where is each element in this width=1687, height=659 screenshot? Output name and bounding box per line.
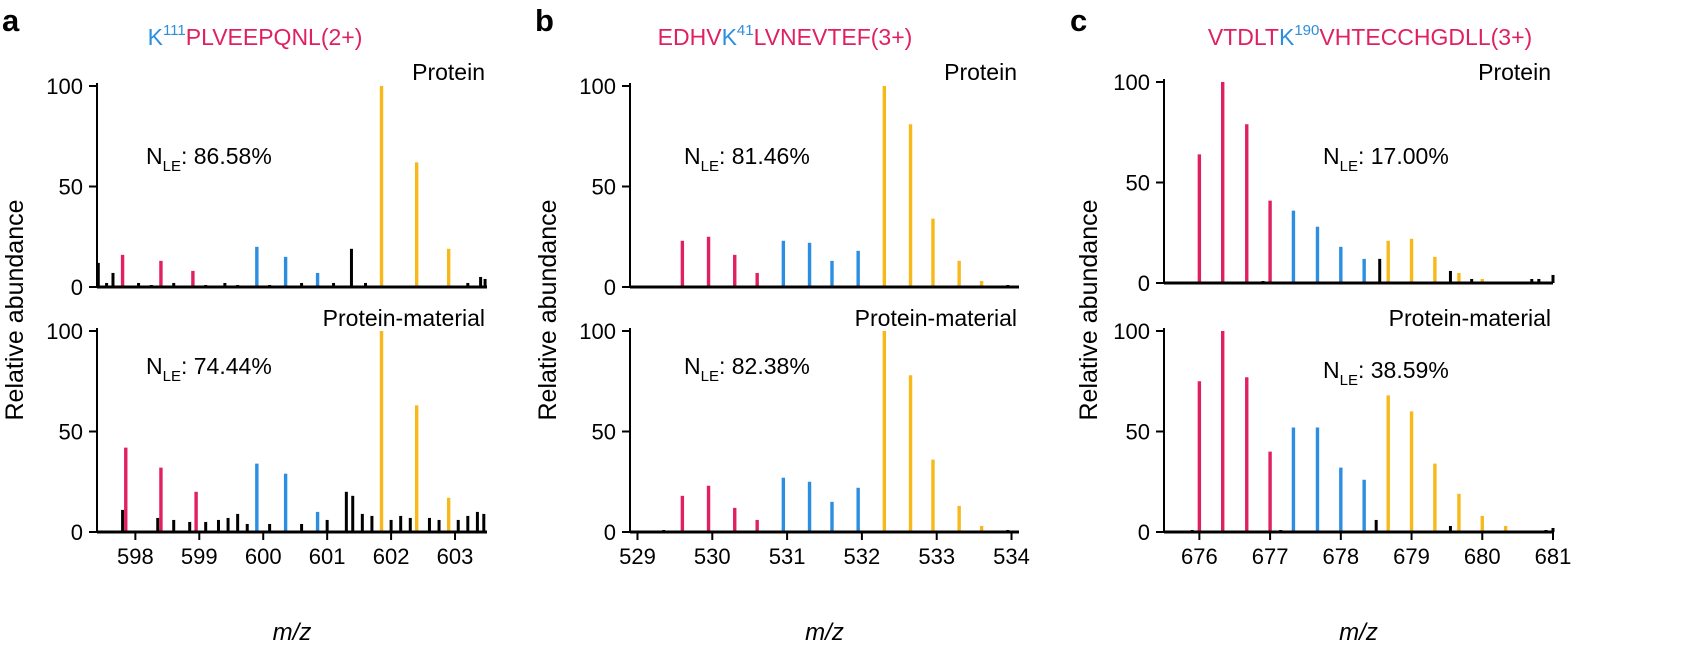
- nle-subscript: LE: [163, 368, 181, 385]
- title-lysine: K: [722, 24, 738, 50]
- nle-value: 81.46%: [732, 143, 810, 169]
- y-tick-label: 0: [1138, 520, 1150, 545]
- nle-annotation: NLE: 17.00%: [1323, 143, 1449, 175]
- y-tick-label: 50: [1126, 171, 1150, 196]
- x-tick-label: 677: [1252, 544, 1289, 569]
- y-tick-label: 50: [59, 175, 83, 200]
- nle-annotation: NLE: 86.58%: [146, 143, 272, 175]
- subplot-bottom: 0 50 100 Protein-material NLE: 38.59%: [1113, 305, 1555, 545]
- title-lysine: K: [148, 24, 164, 50]
- y-tick-label: 100: [1113, 70, 1150, 95]
- x-tick-label: 531: [769, 544, 806, 569]
- title-lysine-position: 111: [163, 22, 186, 39]
- y-axis-label: Relative abundance: [1, 200, 29, 421]
- y-axis-label: Relative abundance: [1075, 200, 1103, 421]
- nle-value: 86.58%: [194, 143, 272, 169]
- x-tick-label: 532: [844, 544, 881, 569]
- panel-letter: a: [2, 3, 20, 38]
- title-suffix: LVNEVTEF(3+): [754, 24, 913, 50]
- sample-label: Protein-material: [855, 305, 1017, 331]
- title-prefix: EDHV: [658, 24, 723, 50]
- peptide-title: K111PLVEEPQNL(2+): [148, 22, 363, 50]
- nle-value: 38.59%: [1371, 357, 1449, 383]
- y-tick-label: 50: [592, 175, 616, 200]
- y-tick-label: 0: [71, 520, 83, 545]
- sample-label: Protein-material: [323, 305, 485, 331]
- sample-label: Protein: [944, 59, 1017, 85]
- subplot-top: 0 50 100 Protein NLE: 86.58%: [46, 59, 487, 300]
- x-tick-label: 598: [117, 544, 154, 569]
- x-tick-label: 602: [373, 544, 410, 569]
- x-axis-label: m/z: [1339, 619, 1378, 646]
- x-tick-label: 603: [437, 544, 474, 569]
- x-axis-label: m/z: [273, 619, 312, 646]
- y-tick-label: 100: [46, 319, 83, 344]
- subplot-bottom: 0 50 100 Protein-material NLE: 82.38%: [579, 305, 1019, 545]
- x-tick-label: 681: [1535, 544, 1572, 569]
- peptide-title: EDHVK41LVNEVTEF(3+): [658, 22, 913, 50]
- y-tick-label: 50: [592, 420, 616, 445]
- x-tick-label: 600: [245, 544, 282, 569]
- y-tick-label: 50: [59, 420, 83, 445]
- x-tick-label: 533: [918, 544, 955, 569]
- x-tick-label: 530: [694, 544, 731, 569]
- nle-subscript: LE: [163, 158, 181, 175]
- sample-label: Protein-material: [1389, 305, 1551, 331]
- nle-value: 74.44%: [194, 353, 272, 379]
- nle-annotation: NLE: 38.59%: [1323, 357, 1449, 389]
- title-prefix: VTDLT: [1208, 24, 1279, 50]
- y-tick-label: 100: [46, 74, 83, 99]
- y-tick-label: 0: [71, 275, 83, 300]
- nle-annotation: NLE: 82.38%: [684, 353, 810, 385]
- x-tick-label: 599: [181, 544, 218, 569]
- subplot-top: 0 50 100 Protein NLE: 81.46%: [579, 59, 1019, 300]
- nle-annotation: NLE: 74.44%: [146, 353, 272, 385]
- y-tick-label: 100: [1113, 319, 1150, 344]
- y-tick-label: 0: [604, 520, 616, 545]
- panel-letter: c: [1070, 3, 1087, 38]
- title-lysine: K: [1279, 24, 1295, 50]
- peptide-title: VTDLTK190VHTECCHGDLL(3+): [1208, 22, 1532, 50]
- x-tick-label: 529: [619, 544, 656, 569]
- y-tick-label: 0: [604, 275, 616, 300]
- panel-letter: b: [535, 3, 554, 38]
- x-tick-label: 678: [1322, 544, 1359, 569]
- nle-subscript: LE: [1340, 372, 1358, 389]
- x-tick-label: 601: [309, 544, 346, 569]
- x-tick-label: 676: [1181, 544, 1218, 569]
- x-axis-label: m/z: [805, 619, 844, 646]
- title-lysine-position: 41: [737, 22, 754, 39]
- title-suffix: PLVEEPQNL(2+): [186, 24, 363, 50]
- y-axis-label: Relative abundance: [534, 200, 562, 421]
- nle-value: 17.00%: [1371, 143, 1449, 169]
- subplot-top: 0 50 100 Protein NLE: 17.00%: [1113, 59, 1555, 296]
- panel-a: a K111PLVEEPQNL(2+) 0 50 100 Protein NLE: 86.5…: [1, 3, 487, 646]
- nle-subscript: LE: [701, 158, 719, 175]
- nle-subscript: LE: [701, 368, 719, 385]
- x-tick-label: 679: [1393, 544, 1430, 569]
- subplot-bottom: 0 50 100 Protein-material NLE: 74.44%: [46, 305, 487, 545]
- y-tick-label: 100: [579, 74, 616, 99]
- title-lysine-position: 190: [1294, 22, 1319, 39]
- y-tick-label: 0: [1138, 271, 1150, 296]
- y-tick-label: 100: [579, 319, 616, 344]
- x-tick-label: 680: [1464, 544, 1501, 569]
- panel-b: b EDHVK41LVNEVTEF(3+) 0 50 100 Protein NLE: 81…: [534, 3, 1030, 646]
- title-suffix: VHTECCHGDLL(3+): [1319, 24, 1532, 50]
- nle-annotation: NLE: 81.46%: [684, 143, 810, 175]
- x-tick-label: 534: [993, 544, 1030, 569]
- nle-subscript: LE: [1340, 158, 1358, 175]
- sample-label: Protein: [412, 59, 485, 85]
- sample-label: Protein: [1478, 59, 1551, 85]
- y-tick-label: 50: [1126, 420, 1150, 445]
- nle-value: 82.38%: [732, 353, 810, 379]
- panel-c: c VTDLTK190VHTECCHGDLL(3+) 0 50 100 Protein NL…: [1070, 3, 1571, 646]
